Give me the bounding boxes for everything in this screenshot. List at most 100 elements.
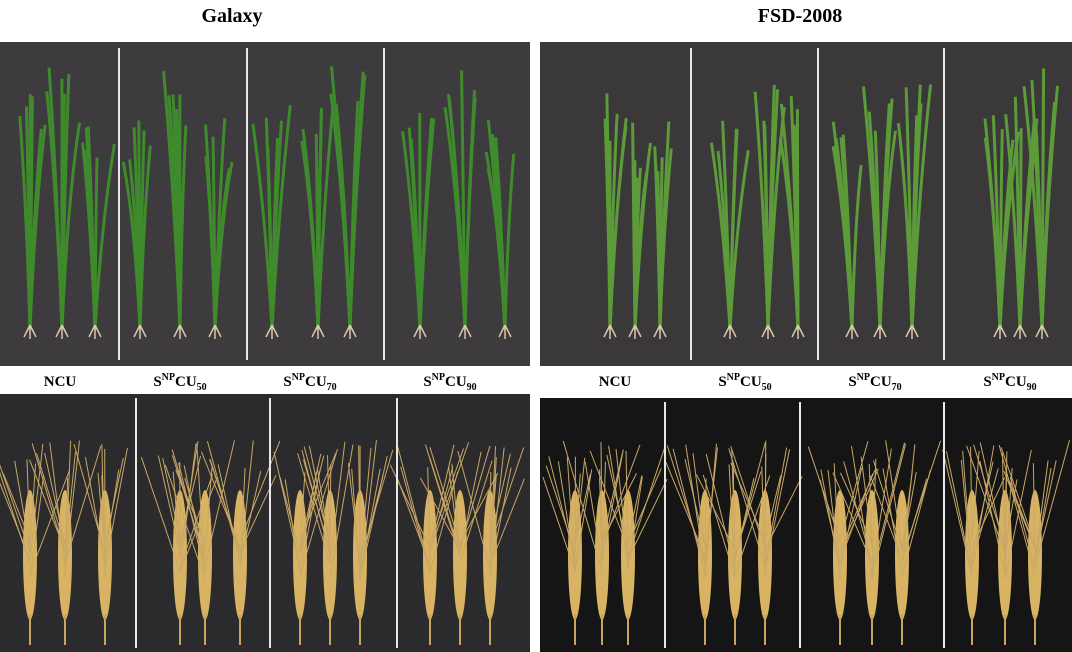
awn [832, 472, 873, 564]
root [993, 324, 1007, 339]
leaf [841, 134, 854, 331]
leaf [1040, 68, 1046, 331]
root [905, 324, 919, 339]
root [761, 324, 775, 339]
awn [104, 458, 124, 545]
root [88, 324, 102, 339]
awn [316, 467, 331, 545]
awn [489, 446, 497, 552]
awn [172, 471, 181, 556]
label-text: CU [305, 374, 327, 390]
awn [1000, 447, 1036, 545]
label-text: CU [1005, 374, 1027, 390]
awn [971, 461, 994, 557]
root [1013, 324, 1027, 339]
awn [627, 475, 643, 543]
awn [1034, 439, 1071, 567]
awn [0, 464, 31, 553]
label-superscript: NP [857, 372, 870, 383]
leaf [766, 106, 786, 331]
awn [451, 463, 461, 551]
awn [175, 469, 206, 541]
awn [1032, 463, 1036, 555]
awn [672, 448, 706, 576]
awn [562, 440, 603, 572]
label-subscript: 50 [762, 382, 772, 393]
awn [157, 455, 181, 553]
label-subscript: 70 [327, 382, 337, 393]
spike [233, 490, 247, 620]
leaf [93, 143, 116, 331]
awn [429, 442, 470, 551]
awn [728, 464, 736, 576]
awn [827, 469, 841, 576]
leaf [301, 128, 320, 331]
dividers [118, 48, 945, 648]
awn [204, 440, 235, 567]
root [265, 324, 279, 339]
awn [1001, 453, 1006, 578]
leaf [709, 142, 732, 331]
awn [820, 469, 841, 573]
awn [764, 475, 782, 541]
label-superscript: NP [727, 372, 740, 383]
awn [600, 441, 603, 552]
leaf [631, 122, 637, 331]
spike [865, 490, 879, 620]
awn [0, 482, 31, 560]
leaf [28, 128, 43, 331]
label-subscript: 90 [467, 382, 477, 393]
photo-seedlings-left [0, 42, 530, 366]
label-superscript: NP [162, 372, 175, 383]
leaf [329, 93, 352, 331]
photo-spikes-left [0, 394, 530, 652]
awn [979, 442, 1006, 553]
root [133, 324, 147, 339]
leaf [503, 154, 516, 331]
treatment-label: SNPCU50 [718, 372, 771, 393]
awn [945, 451, 973, 574]
label-text: CU [870, 374, 892, 390]
leaf [878, 98, 894, 331]
root [458, 324, 472, 339]
root [653, 324, 667, 339]
awn [297, 452, 331, 564]
awn [542, 476, 576, 572]
awn [608, 445, 629, 565]
leaf [407, 127, 422, 331]
leaf [86, 126, 97, 331]
awn [299, 472, 317, 563]
awn [872, 460, 903, 550]
label-text: NCU [44, 374, 77, 390]
awn [730, 462, 766, 541]
awn [901, 440, 941, 559]
awn [204, 465, 213, 554]
awn [1034, 460, 1049, 561]
root [873, 324, 887, 339]
label-text: S [983, 374, 991, 390]
awn [730, 445, 766, 550]
awn [397, 446, 431, 570]
spike [23, 490, 37, 620]
treatment-label: NCU [44, 374, 77, 390]
treatment-label: SNPCU90 [983, 372, 1036, 393]
awn [705, 453, 736, 571]
awn [833, 463, 841, 579]
awn [1009, 476, 1036, 569]
leaf [204, 156, 217, 331]
awn [764, 447, 788, 566]
awn [427, 467, 431, 562]
awn [764, 476, 803, 550]
label-text: S [283, 374, 291, 390]
awn [692, 453, 706, 548]
awn [279, 476, 301, 553]
awn [101, 444, 106, 575]
awn [885, 440, 903, 549]
awn [1004, 479, 1018, 550]
root [23, 324, 37, 339]
leaf [418, 117, 434, 331]
leaf [608, 113, 619, 331]
awn [1034, 460, 1057, 560]
root [628, 324, 642, 339]
spike [833, 490, 847, 620]
